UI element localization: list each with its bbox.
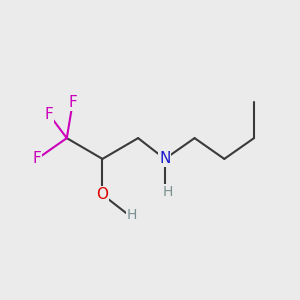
Text: O: O [96, 187, 108, 202]
Text: F: F [33, 152, 41, 166]
Text: H: H [127, 208, 137, 222]
Text: H: H [163, 184, 173, 199]
Text: F: F [68, 95, 77, 110]
Text: F: F [45, 107, 53, 122]
Text: N: N [159, 152, 170, 166]
